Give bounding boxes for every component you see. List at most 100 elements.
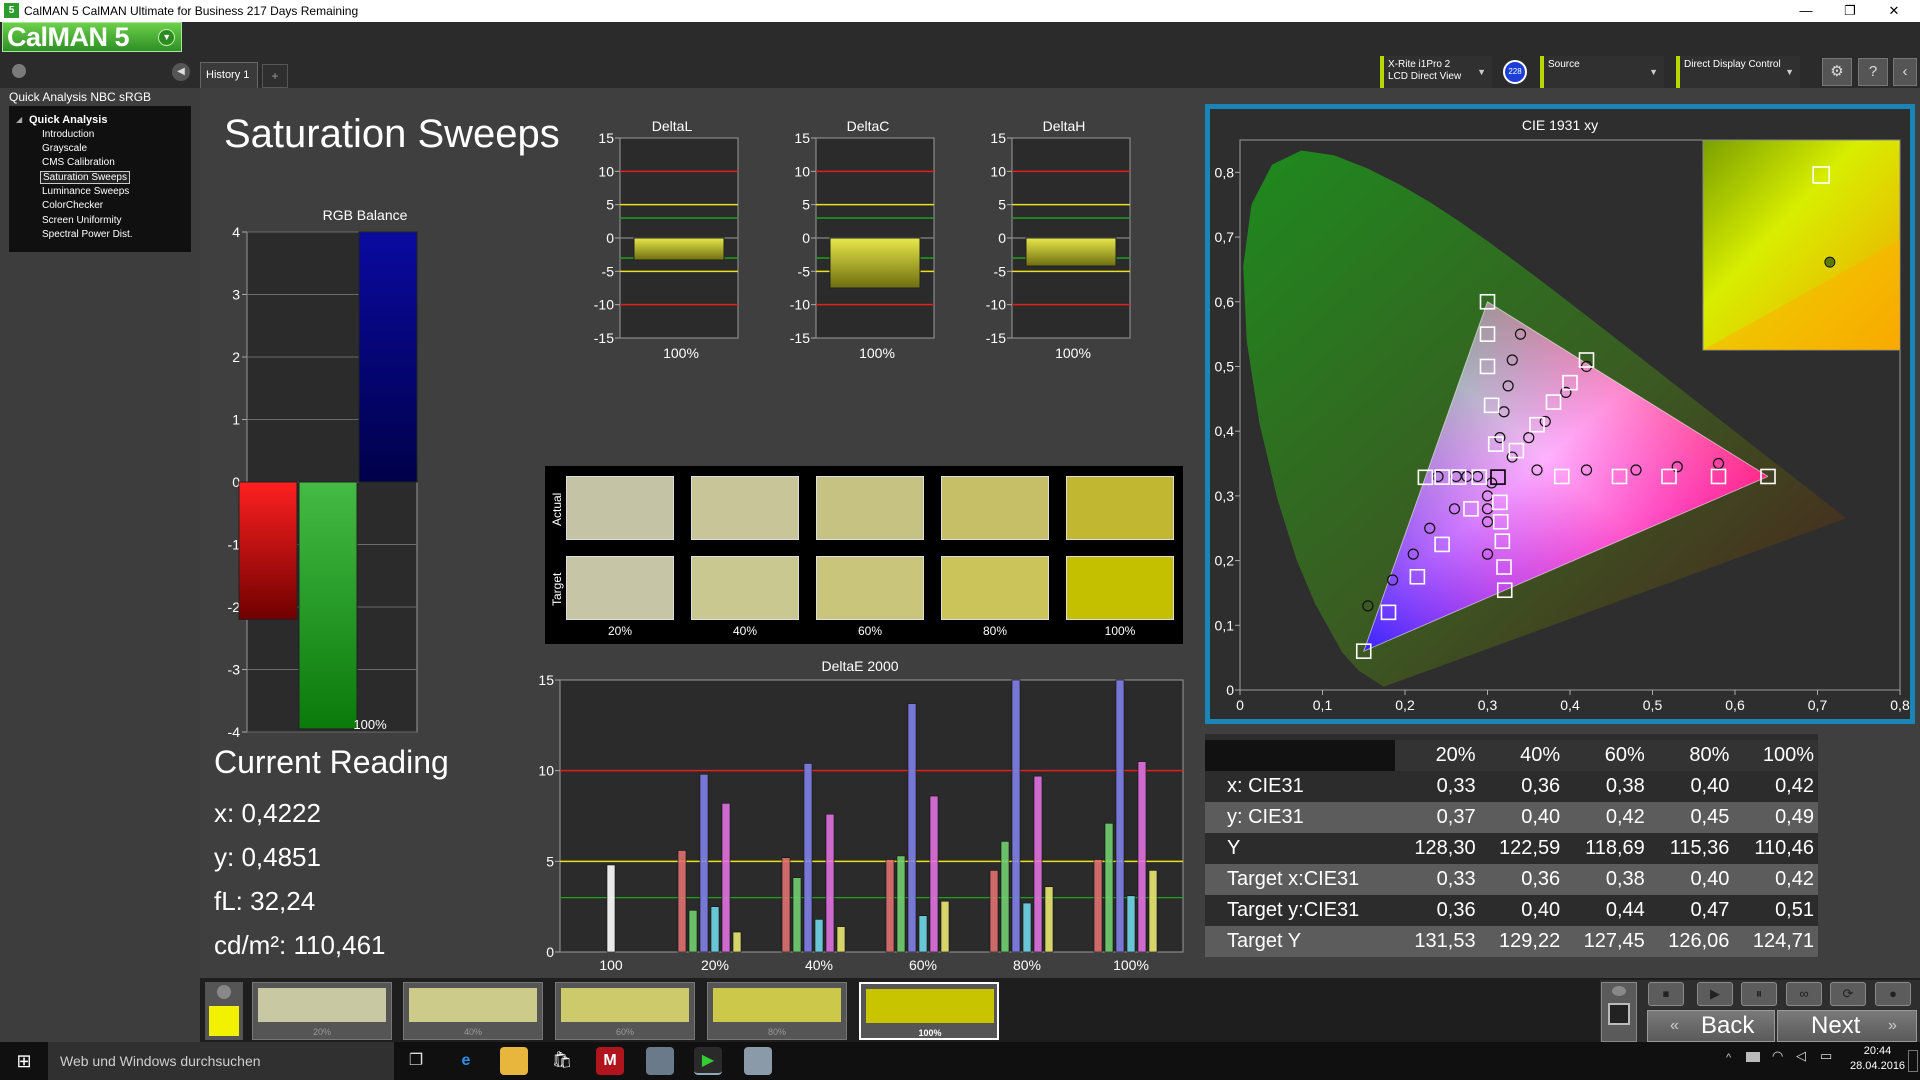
patch-label: 20% [312, 1027, 331, 1037]
table-cell: 0,33 [1395, 771, 1480, 802]
deltae-bar [803, 763, 813, 953]
add-tab-button[interactable]: + [262, 64, 288, 88]
stop-icon[interactable]: ⏹ [1648, 982, 1684, 1006]
target-square [1545, 394, 1562, 410]
nav-item-grayscale[interactable]: Grayscale [42, 143, 88, 154]
play-icon[interactable]: ▶ [1697, 982, 1733, 1006]
source-selector[interactable]: Source ▼ [1540, 56, 1664, 88]
loop-icon[interactable]: ∞ [1786, 982, 1822, 1006]
table-cell: 0,42 [1564, 802, 1649, 833]
delta-tick-label: -15 [790, 330, 810, 346]
patch-60pct[interactable]: 60% [555, 982, 695, 1040]
rgb-tick-label: 1 [232, 412, 240, 428]
delta-xlabel: 100% [859, 345, 895, 361]
nav-item-screen-uniformity[interactable]: Screen Uniformity [42, 215, 122, 226]
home-circle-icon[interactable] [12, 64, 26, 78]
refresh-icon[interactable]: ⟳ [1830, 982, 1866, 1006]
network-tool-icon[interactable] [646, 1047, 674, 1075]
collapse-right-icon[interactable]: ‹ [1893, 58, 1917, 86]
patch-20pct[interactable]: 20% [252, 982, 392, 1040]
inset-target-square [1812, 166, 1831, 184]
delta-tick-label: 10 [598, 163, 614, 179]
calman-taskbar-icon[interactable]: ▶ [694, 1047, 722, 1075]
mode-toggle[interactable] [1601, 982, 1637, 1042]
paint-icon[interactable] [744, 1047, 772, 1075]
actual-label: Actual [550, 492, 564, 526]
measured-point [1387, 574, 1399, 586]
actual-swatch [1066, 476, 1174, 540]
taskbar-search[interactable]: Web und Windows durchsuchen [48, 1042, 394, 1080]
table-cell: 127,45 [1564, 926, 1649, 957]
target-square [1492, 513, 1509, 530]
target-square [1508, 442, 1525, 459]
nav-item-introduction[interactable]: Introduction [42, 129, 95, 140]
patch-40pct[interactable]: 40% [403, 982, 543, 1040]
minimize-button[interactable]: — [1799, 3, 1813, 18]
notifications-icon[interactable] [1908, 1050, 1918, 1072]
collapse-left-icon[interactable]: ◀ [172, 63, 190, 81]
file-explorer-icon[interactable] [500, 1047, 528, 1075]
delta-tick-label: 15 [990, 130, 1006, 146]
rgb-tick-label: -1 [228, 537, 241, 553]
calman-logo-menu[interactable]: CalMAN 5 ▼ [2, 22, 182, 52]
table-header-cell: 80% [1648, 740, 1734, 771]
deltae-bar [1022, 902, 1032, 953]
store-icon[interactable]: 🛍 [551, 1052, 573, 1069]
meter-selector[interactable]: X-Rite i1Pro 2 LCD Direct View ▼ [1380, 56, 1492, 88]
battery-icon[interactable] [1746, 1052, 1760, 1062]
cie-x-tick-label: 0,2 [1395, 697, 1415, 713]
windows-start-icon[interactable]: ⊞ [16, 1051, 32, 1071]
record-icon[interactable]: ● [1875, 982, 1911, 1006]
tab-history-1[interactable]: History 1 [200, 62, 258, 88]
table-cell: 124,71 [1733, 926, 1818, 957]
close-button[interactable]: ✕ [1888, 3, 1900, 18]
target-square [1611, 468, 1628, 485]
nav-item-spectral-power[interactable]: Spectral Power Dist. [42, 229, 133, 240]
task-view-icon[interactable]: ❐ [408, 1052, 424, 1069]
patch-color [409, 988, 537, 1022]
nav-item-luminance-sweeps[interactable]: Luminance Sweeps [42, 186, 130, 197]
mcafee-icon[interactable]: M [596, 1047, 624, 1075]
deltae-bar [699, 773, 709, 953]
rgb-tick-label: 0 [232, 474, 240, 490]
measured-point [1671, 461, 1683, 473]
delta-tick-label: 15 [598, 130, 614, 146]
nav-item-colorchecker[interactable]: ColorChecker [42, 200, 104, 211]
maximize-button[interactable]: ❐ [1844, 3, 1856, 18]
target-square [1553, 468, 1570, 485]
help-icon[interactable]: ? [1858, 58, 1888, 86]
patch-80pct[interactable]: 80% [707, 982, 847, 1040]
tray-chevron-icon[interactable]: ^ [1726, 1052, 1732, 1064]
nav-item-saturation-sweeps[interactable]: Saturation Sweeps [40, 171, 130, 184]
expand-arrow-icon[interactable]: ◢ [16, 115, 23, 124]
nav-item-cms-calibration[interactable]: CMS Calibration [42, 157, 115, 168]
display-selector[interactable]: Direct Display Control ▼ [1676, 56, 1800, 88]
table-row: x: CIE31 0,33 0,36 0,38 0,40 0,42 [1205, 771, 1818, 802]
swatch-toggle-icon[interactable] [217, 985, 231, 999]
settings-gear-icon[interactable]: ⚙ [1822, 58, 1852, 86]
table-header-cell [1205, 740, 1395, 771]
delta-bar-deltal [633, 237, 725, 261]
actual-swatch [691, 476, 799, 540]
pause-icon[interactable]: ⏸ [1741, 982, 1777, 1006]
meter-status-badge[interactable]: 228 [1503, 60, 1527, 84]
rgb-balance-chart: 4 3 2 1 0 -1 -2 -3 -4 [228, 224, 418, 740]
rgb-balance-xlabel: 100% [353, 717, 387, 732]
wifi-icon[interactable]: ◠ [1772, 1048, 1784, 1063]
taskbar-clock[interactable]: 20:44 28.04.2016 [1850, 1044, 1905, 1074]
delta-tick-label: 10 [794, 163, 810, 179]
deltae-title: DeltaE 2000 [821, 658, 899, 674]
cie-y-tick-label: 0,3 [1215, 488, 1235, 504]
delta-xlabel: 100% [663, 345, 699, 361]
patch-100pct[interactable]: 100% [859, 982, 999, 1040]
next-button[interactable]: Next » [1777, 1010, 1917, 1042]
page-title: Saturation Sweeps [224, 112, 560, 156]
volume-icon[interactable]: ◁ [1796, 1048, 1806, 1063]
next-label: Next [1811, 1012, 1861, 1039]
table-cell: 0,44 [1564, 895, 1649, 926]
back-button[interactable]: « Back [1647, 1010, 1775, 1042]
keyboard-icon[interactable]: ▭ [1820, 1048, 1833, 1063]
tree-head[interactable]: Quick Analysis [29, 114, 108, 126]
edge-browser-icon[interactable]: e [461, 1052, 471, 1069]
delta-tick-label: 0 [802, 230, 810, 246]
